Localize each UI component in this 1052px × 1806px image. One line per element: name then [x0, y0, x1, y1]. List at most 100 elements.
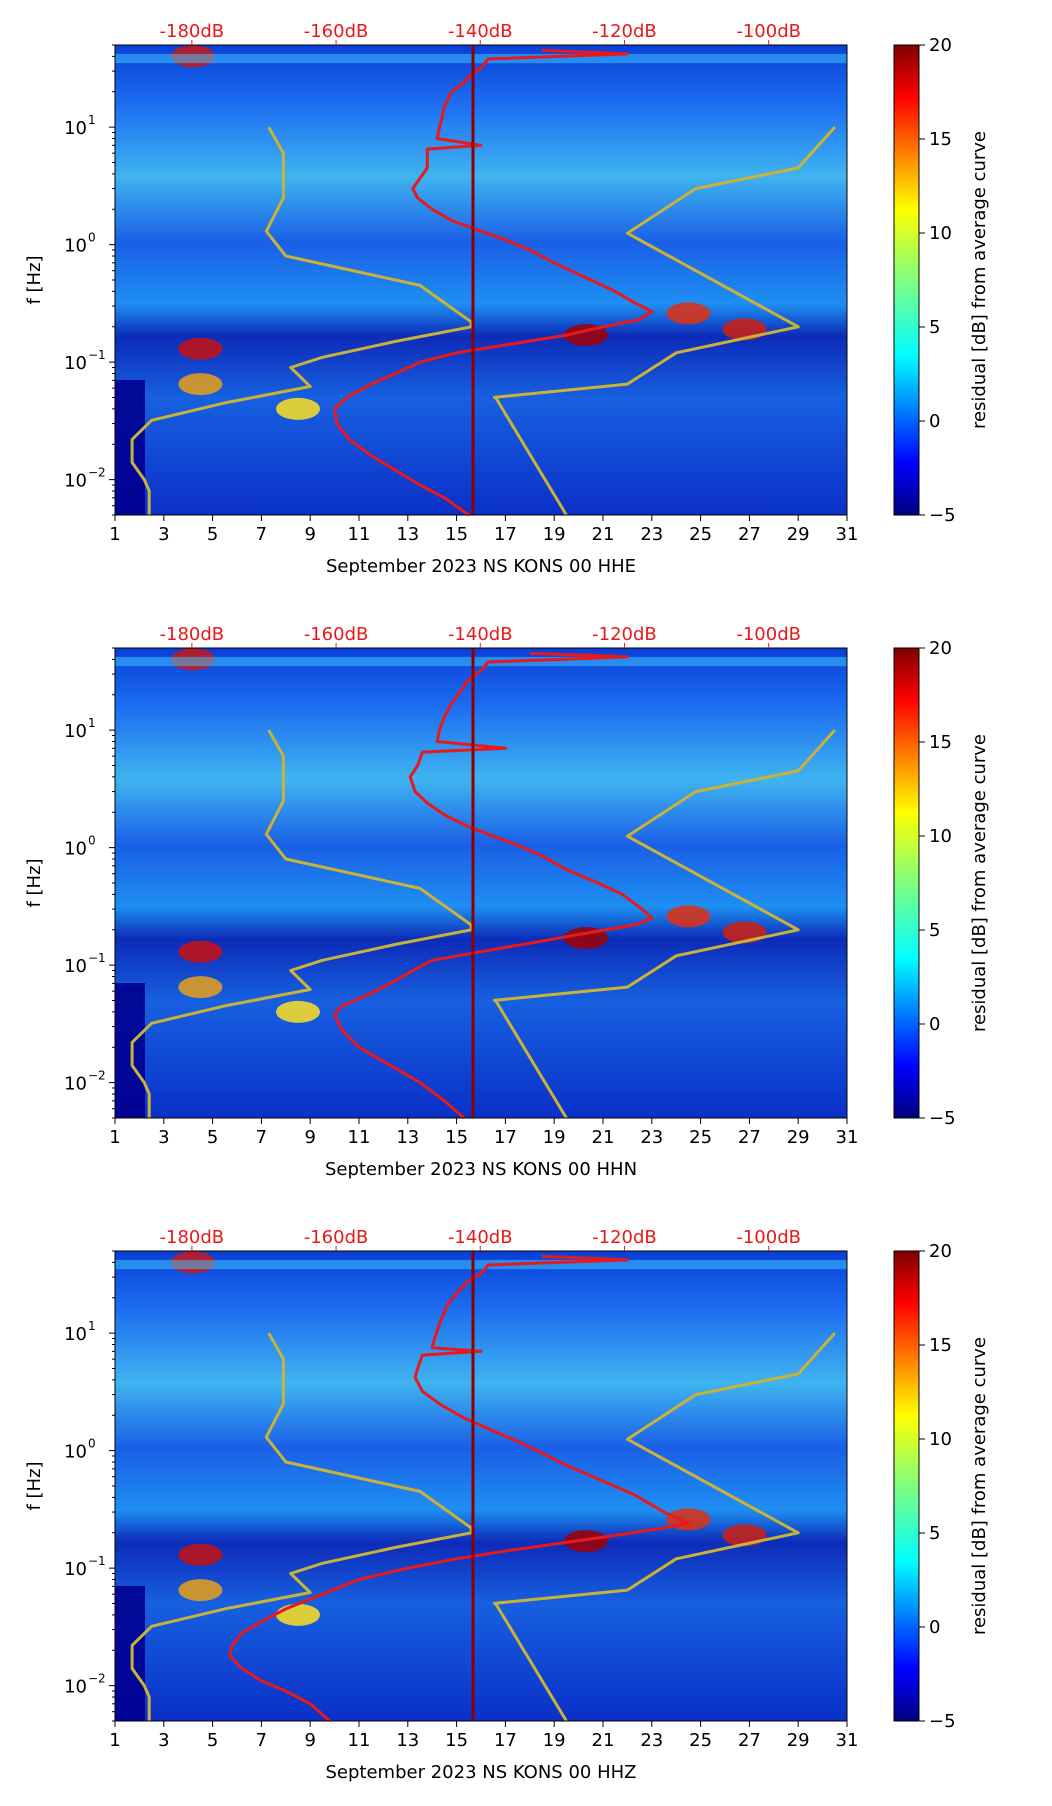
- top-db-label: -100dB: [736, 1227, 801, 1248]
- x-tick-label: 11: [348, 1730, 371, 1751]
- colorbar-ticks: 20 15 10 5 0 −5: [919, 1241, 956, 1732]
- x-tick-label: 23: [640, 1730, 663, 1751]
- x-tick-label: 13: [396, 1730, 419, 1751]
- top-db-label: -100dB: [736, 21, 801, 42]
- top-db-label: -160dB: [304, 1227, 369, 1248]
- x-tick-label: 31: [836, 1127, 859, 1148]
- y-tick-label: 10: [64, 1074, 87, 1095]
- colorbar-tick-label: 0: [929, 411, 940, 432]
- top-db-label: -180dB: [160, 21, 225, 42]
- colorbar-tick-label: 15: [929, 732, 952, 753]
- x-tick-label: 15: [445, 524, 468, 545]
- top-db-label: -140dB: [448, 624, 513, 645]
- hotspot-6: [276, 397, 320, 420]
- x-axis: 1 3 5 7 9 11 13 15 17 19 21 23 25 27 29 31: [109, 515, 858, 545]
- colorbar: [893, 1250, 920, 1722]
- top-db-label: -120dB: [592, 21, 657, 42]
- hotspot-6: [276, 1603, 320, 1626]
- colorbar-tick-label: −5: [929, 505, 956, 526]
- x-tick-label: 11: [348, 1127, 371, 1148]
- x-tick-label: 7: [256, 1127, 267, 1148]
- y-axis-label: f [Hz]: [24, 1461, 45, 1510]
- colorbar-tick-label: 0: [929, 1617, 940, 1638]
- noise-model-line-3: [494, 999, 568, 1119]
- colorbar-tick-label: 10: [929, 223, 952, 244]
- y-tick-label: 10: [64, 1324, 87, 1345]
- y-tick-exponent: 0: [88, 231, 96, 245]
- top-db-label: -180dB: [160, 624, 225, 645]
- x-tick-label: 31: [836, 1730, 859, 1751]
- top-db-label: -120dB: [592, 1227, 657, 1248]
- y-tick-exponent: −2: [88, 466, 106, 480]
- hotspot-4: [666, 905, 711, 928]
- x-tick-label: 5: [207, 524, 218, 545]
- top-db-label: -160dB: [304, 624, 369, 645]
- x-tick-label: 17: [494, 524, 517, 545]
- y-tick-exponent: 0: [88, 834, 96, 848]
- x-tick-label: 15: [445, 1127, 468, 1148]
- colorbar-tick-label: 15: [929, 1335, 952, 1356]
- x-tick-label: 9: [304, 1730, 315, 1751]
- y-tick-exponent: −2: [88, 1672, 106, 1686]
- noise-model-line-3: [494, 396, 568, 516]
- hf-noise-band: [115, 53, 847, 64]
- x-axis-label: September 2023 NS KONS 00 HHZ: [326, 1762, 637, 1783]
- x-tick-label: 25: [689, 524, 712, 545]
- x-axis-label: September 2023 NS KONS 00 HHN: [325, 1159, 637, 1180]
- colorbar-label: residual [dB] from average curve: [969, 734, 990, 1032]
- x-tick-label: 3: [158, 1730, 169, 1751]
- hf-noise-band: [115, 656, 847, 667]
- noise-model-line-1: [130, 1332, 473, 1721]
- colorbar-tick-label: 20: [929, 35, 952, 56]
- low-noise-region: [115, 1586, 145, 1721]
- x-tick-label: 25: [689, 1127, 712, 1148]
- hotspot-6: [276, 1000, 320, 1023]
- top-db-label: -100dB: [736, 624, 801, 645]
- colorbar-tick-label: 0: [929, 1014, 940, 1035]
- spectrogram-area: [115, 45, 847, 515]
- colorbar-tick-label: 20: [929, 1241, 952, 1262]
- x-tick-label: 19: [543, 1127, 566, 1148]
- x-tick-label: 29: [787, 1730, 810, 1751]
- x-tick-label: 5: [207, 1127, 218, 1148]
- top-db-axis: -180dB -160dB -140dB -120dB -100dB: [160, 1227, 801, 1251]
- x-tick-label: 1: [109, 1730, 120, 1751]
- colorbar-label: residual [dB] from average curve: [969, 131, 990, 429]
- y-tick-label: 10: [64, 839, 87, 860]
- low-noise-region: [115, 380, 145, 515]
- top-db-label: -160dB: [304, 21, 369, 42]
- x-tick-label: 19: [543, 524, 566, 545]
- x-tick-label: 9: [304, 1127, 315, 1148]
- y-tick-exponent: −1: [88, 951, 106, 965]
- colorbar: [893, 647, 920, 1119]
- x-axis: 1 3 5 7 9 11 13 15 17 19 21 23 25 27 29 31: [109, 1118, 858, 1148]
- x-axis-label: September 2023 NS KONS 00 HHE: [326, 556, 636, 577]
- x-tick-label: 7: [256, 524, 267, 545]
- y-axis-label: f [Hz]: [24, 858, 45, 907]
- top-db-label: -120dB: [592, 624, 657, 645]
- hotspot-0: [178, 1543, 223, 1566]
- spectrogram-area: [115, 648, 847, 1118]
- noise-model-line-1: [130, 126, 473, 515]
- series-lines: [130, 48, 836, 517]
- colorbar-tick-label: 5: [929, 920, 940, 941]
- colorbar-tick-label: 15: [929, 129, 952, 150]
- x-tick-label: 27: [738, 1127, 761, 1148]
- y-tick-label: 10: [64, 236, 87, 257]
- x-tick-label: 1: [109, 1127, 120, 1148]
- x-tick-label: 19: [543, 1730, 566, 1751]
- noise-model-line-3: [494, 1602, 568, 1722]
- x-tick-label: 9: [304, 524, 315, 545]
- colorbar-ticks: 20 15 10 5 0 −5: [919, 638, 956, 1129]
- psd-curve-0: [228, 1254, 690, 1723]
- y-tick-exponent: −1: [88, 1554, 106, 1568]
- y-tick-label: 10: [64, 118, 87, 139]
- colorbar: [893, 44, 920, 516]
- x-tick-label: 23: [640, 524, 663, 545]
- x-tick-label: 5: [207, 1730, 218, 1751]
- hotspot-0: [178, 337, 223, 360]
- top-db-axis: -180dB -160dB -140dB -120dB -100dB: [160, 21, 801, 45]
